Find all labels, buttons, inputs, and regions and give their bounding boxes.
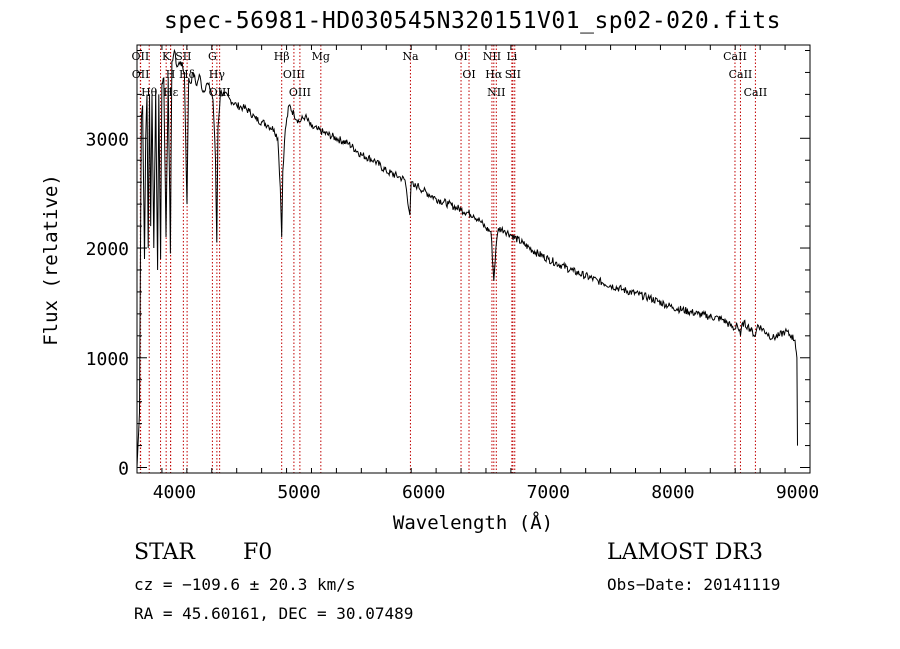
spectral-line-label: OIII bbox=[283, 68, 305, 81]
plot-frame bbox=[136, 44, 811, 474]
spectral-line-label: NII bbox=[487, 86, 505, 99]
spectral-line-label: CaII bbox=[744, 86, 768, 99]
spectral-subclass: F0 bbox=[243, 540, 273, 565]
x-tick-label: 8000 bbox=[651, 482, 694, 503]
x-axis: 4000 5000 6000 7000 8000 9000 bbox=[153, 45, 819, 503]
spectral-line-label: Hε bbox=[163, 86, 179, 99]
spectral-line-label: Hα bbox=[485, 68, 503, 81]
x-tick-label: 4000 bbox=[153, 482, 196, 503]
chart-title: spec-56981-HD030545N320151V01_sp02-020.f… bbox=[164, 8, 781, 34]
y-tick-label: 2000 bbox=[86, 239, 129, 260]
spectral-line-label: OIII bbox=[289, 86, 311, 99]
y-tick-label: 0 bbox=[118, 459, 129, 480]
spectral-line-label: NII bbox=[483, 50, 501, 63]
spectral-line-label: OI bbox=[462, 68, 475, 81]
spectral-line-label: HeI bbox=[150, 0, 170, 3]
coordinates: RA = 45.60161, DEC = 30.07489 bbox=[134, 604, 414, 623]
x-tick-label: 5000 bbox=[277, 482, 320, 503]
spectral-line-label: SII bbox=[175, 50, 191, 63]
spectral-line-label: Hθ bbox=[141, 86, 158, 99]
spectral-line-label: SII bbox=[507, 0, 523, 3]
x-tick-label: 6000 bbox=[402, 482, 445, 503]
redshift-velocity: cz = −109.6 ± 20.3 km/s bbox=[134, 575, 356, 594]
y-axis: 0 1000 2000 3000 bbox=[86, 49, 810, 480]
spectral-line-label: Na bbox=[402, 50, 419, 63]
spectral-line-label: Hβ bbox=[274, 50, 290, 63]
spectrum-line bbox=[136, 48, 798, 468]
y-tick-label: 3000 bbox=[86, 129, 129, 150]
object-class: STAR bbox=[134, 540, 195, 565]
x-axis-label: Wavelength (Å) bbox=[393, 511, 553, 534]
spectral-line-label: H bbox=[166, 68, 176, 81]
x-tick-label: 7000 bbox=[527, 482, 570, 503]
y-axis-label: Flux (relative) bbox=[40, 174, 62, 346]
spectral-line-label: OI bbox=[454, 50, 467, 63]
spectral-line-label: Hγ bbox=[209, 68, 226, 81]
spectral-line-label: K bbox=[162, 50, 171, 63]
spectral-line-label: OIII bbox=[209, 86, 231, 99]
spectral-line-label: OII bbox=[132, 68, 150, 81]
survey-name: LAMOST DR3 bbox=[607, 540, 763, 565]
y-tick-label: 1000 bbox=[86, 349, 129, 370]
line-markers bbox=[139, 45, 756, 473]
line-labels: OIIOIIHθHeIKHHεSIIHδGHγOIIIHβOIIIOIIIMgN… bbox=[132, 0, 768, 99]
spectral-line-label: CaII bbox=[729, 68, 753, 81]
spectral-line-label: Li bbox=[506, 50, 517, 63]
spectral-line-label: Mg bbox=[312, 50, 330, 63]
spectral-line-label: CaII bbox=[723, 50, 747, 63]
spectral-line-label: OII bbox=[132, 50, 150, 63]
x-tick-label: 9000 bbox=[776, 482, 819, 503]
spectral-line-label: G bbox=[208, 50, 217, 63]
spectral-line-label: SII bbox=[505, 68, 521, 81]
observation-date: Obs−Date: 20141119 bbox=[607, 575, 781, 594]
